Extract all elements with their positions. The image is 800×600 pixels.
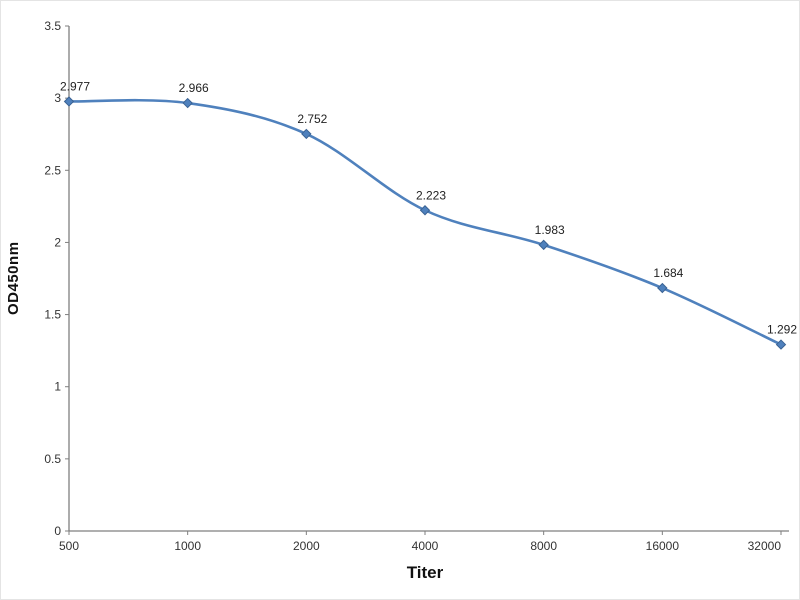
- x-tick-label: 16000: [646, 539, 680, 553]
- y-tick-label: 0.5: [44, 452, 61, 466]
- y-tick-label: 2.5: [44, 163, 61, 177]
- x-axis-title: Titer: [406, 563, 444, 582]
- data-point-marker: [301, 128, 312, 140]
- y-tick-label: 3: [54, 91, 61, 105]
- y-tick-label: 0: [54, 524, 61, 538]
- data-point-marker: [182, 97, 193, 109]
- x-tick-label: 500: [59, 539, 79, 553]
- y-tick-label: 2: [54, 235, 61, 249]
- data-point-marker: [775, 339, 787, 350]
- data-label: 2.752: [297, 112, 327, 126]
- data-label: 2.977: [60, 79, 90, 93]
- series-line: [67, 98, 783, 346]
- data-point-marker: [419, 205, 431, 216]
- y-tick-label: 1.5: [44, 308, 61, 322]
- x-tick-label: 4000: [412, 539, 439, 553]
- x-tick-label: 32000: [748, 539, 782, 553]
- data-label: 1.292: [767, 323, 797, 337]
- data-label: 1.684: [653, 266, 683, 280]
- data-point-marker: [538, 239, 549, 251]
- data-label: 2.223: [416, 188, 446, 202]
- data-point-marker: [63, 96, 75, 107]
- data-label: 1.983: [535, 223, 565, 237]
- x-tick-label: 1000: [174, 539, 201, 553]
- y-tick-label: 1: [54, 380, 61, 394]
- x-tick-label: 8000: [530, 539, 557, 553]
- y-axis-title: OD450nm: [5, 241, 22, 316]
- axes: 0 0.5 1 1.5 2 2.5 3 3.5 500 1000 2000 4000 8000 16000…: [44, 19, 789, 553]
- x-tick-label: 2000: [293, 539, 320, 553]
- data-label: 2.966: [179, 81, 209, 95]
- y-tick-label: 3.5: [44, 19, 61, 33]
- data-point-marker: [657, 282, 668, 294]
